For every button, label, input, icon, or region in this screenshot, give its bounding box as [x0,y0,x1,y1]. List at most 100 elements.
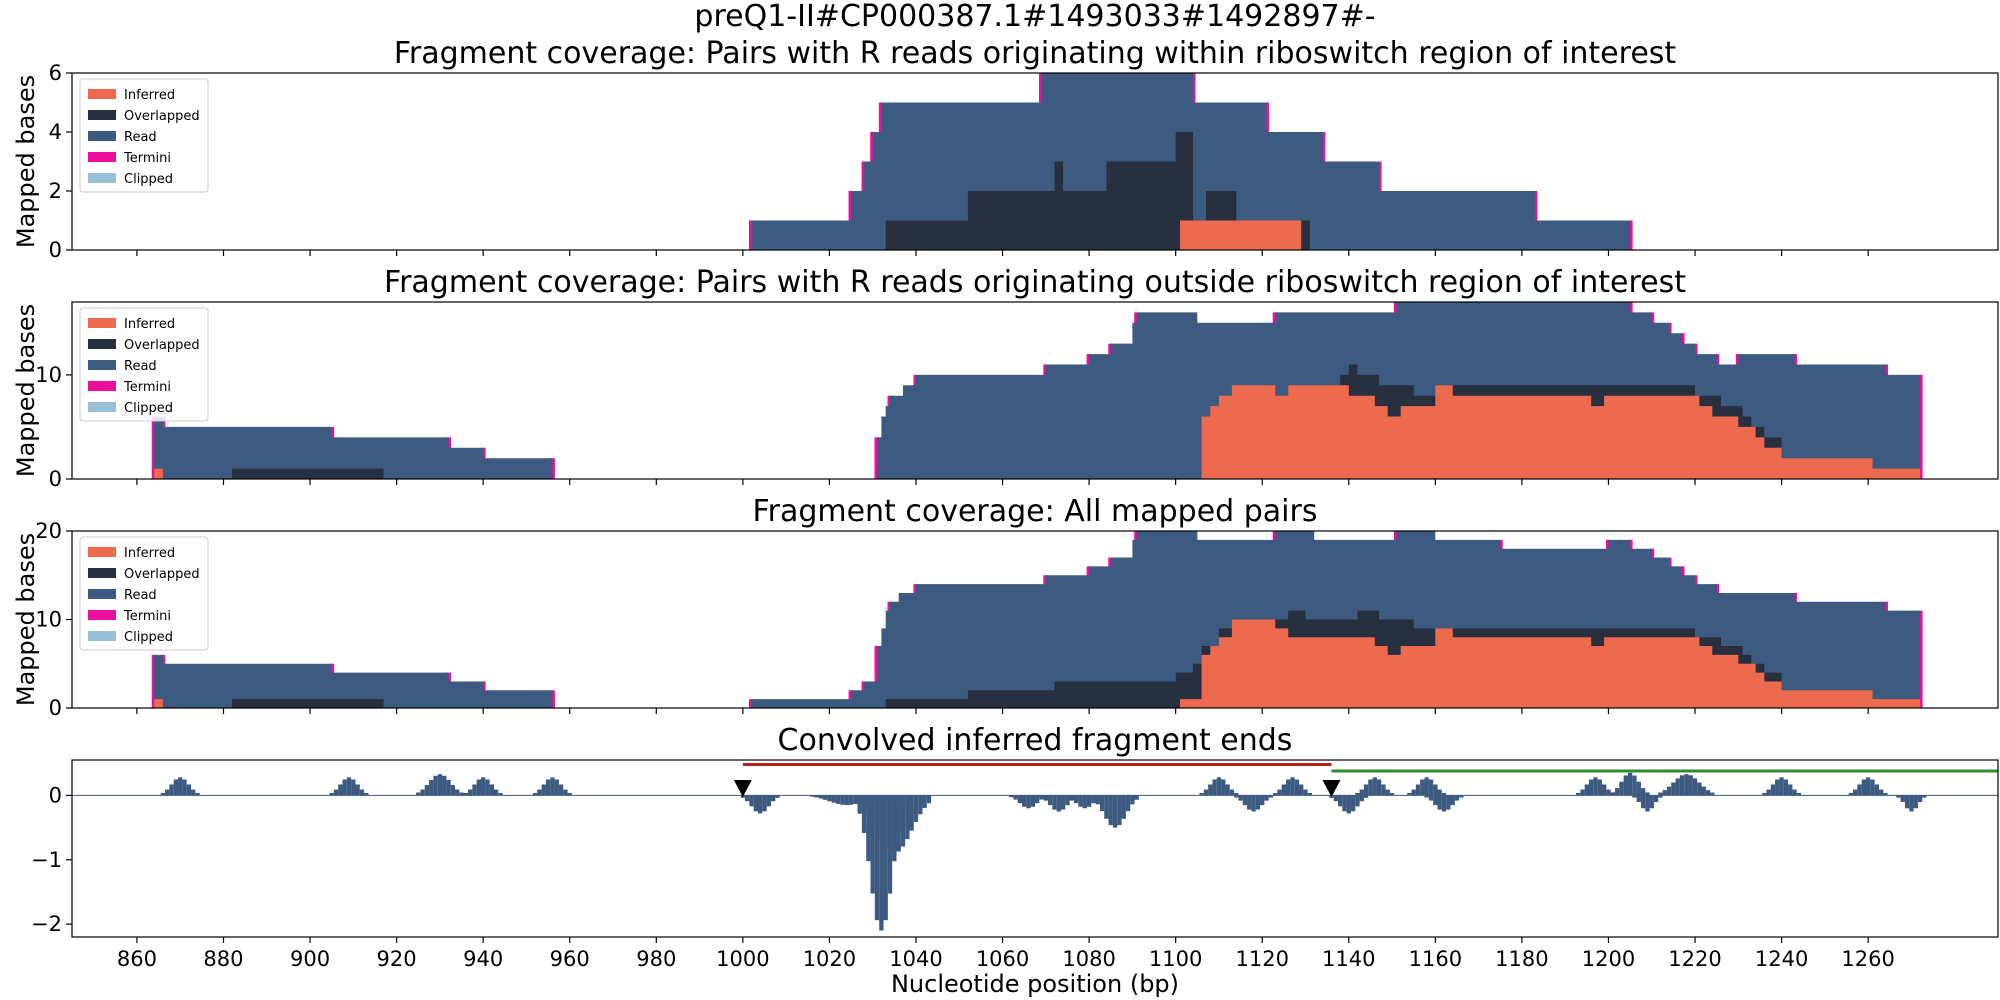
convolved-bar [1273,792,1278,796]
boundary-marker-2 [1322,779,1341,797]
convolved-bar [1381,784,1386,796]
convolved-bar [905,795,910,840]
convolved-bar [1870,779,1875,796]
convolved-bar [1026,795,1031,809]
convolved-bar [1775,779,1780,796]
convolved-bar [853,795,858,804]
convolved-bar [1251,795,1256,812]
x-axis-label: Nucleotide position (bp) [891,970,1179,998]
convolved-bar [1632,775,1637,796]
convolved-bar [775,795,780,798]
legend-swatch-inferred [88,89,116,99]
plot-area [151,531,1923,708]
y-tick-label: 0 [49,467,62,491]
convolved-bar [1346,795,1351,814]
convolved-bar [1242,795,1248,806]
convolved-bar [1104,795,1109,819]
x-tick-label: 900 [290,947,330,971]
legend-swatch-clipped [88,631,116,641]
legend-swatch-clipped [88,173,116,183]
convolved-bar [1260,795,1265,806]
y-tick-label: 0 [49,238,62,262]
convolved-bar [545,779,551,796]
x-tick-label: 1120 [1235,947,1288,971]
legend: Inferred Overlapped Read Termini Clipped [79,78,209,193]
convolved-bar [874,795,880,798]
convolved-bar [1627,772,1633,796]
convolved-bar [1035,795,1040,804]
convolved-bar [1697,782,1702,796]
convolved-bar [1428,795,1434,801]
convolved-bar [1234,792,1239,796]
convolved-bar [866,795,871,815]
termini-mark [549,690,555,708]
convolved-bar [1359,789,1364,796]
convolved-bar [1199,792,1204,796]
convolved-bar [840,795,845,805]
convolved-bar [424,785,430,796]
convolved-bar [493,789,499,796]
chart-panel-3: Fragment coverage: All mapped pairs Infer… [12,494,1999,720]
convolved-bar [1359,795,1364,802]
convolved-bar [1653,795,1659,803]
y-tick-label: 0 [49,696,62,720]
convolved-bar [1792,789,1797,796]
legend: Inferred Overlapped Read Termini Clipped [79,536,209,651]
convolved-bar [1203,789,1209,796]
legend-label-inferred: Inferred [124,317,175,332]
convolved-bar [550,777,555,796]
convolved-bar [532,792,538,796]
convolved-bar [1355,795,1360,807]
convolved-bar [333,789,339,796]
panel-title: Fragment coverage: All mapped pairs [753,494,1318,529]
legend-swatch-overlapped [88,568,116,578]
convolved-bar [1762,792,1767,796]
axes-frame [71,759,1999,938]
convolved-bar [433,775,438,796]
legend-label-termini: Termini [123,609,171,624]
convolved-bar [1446,795,1451,810]
x-axis: 860 880 900 920 940 960 980 1000 1020 1040 1060 108… [117,947,1895,971]
convolved-bar [866,795,871,800]
convolved-bar [887,795,893,852]
legend-label-overlapped: Overlapped [124,567,200,582]
termini-mark [549,458,555,479]
convolved-bar [1112,795,1118,828]
convolved-bar [827,795,832,802]
convolved-bar [1433,784,1438,796]
convolved-bar [814,795,819,798]
convolved-bar [745,795,750,802]
convolved-bar [1874,784,1879,796]
convolved-bar [1337,795,1343,807]
convolved-bar [1883,792,1888,796]
plot-area [151,302,1923,479]
convolved-bar [468,789,473,796]
convolved-bar [922,795,927,808]
convolved-bar [364,792,369,796]
convolved-bar [195,792,200,796]
convolved-bar [1424,795,1429,798]
legend-swatch-read [88,131,116,141]
convolved-bar [541,784,546,796]
legend-label-overlapped: Overlapped [124,338,200,353]
convolved-bar [1082,795,1087,809]
convolved-bar [900,795,906,847]
legend-box [79,307,209,422]
y-tick-label: −1 [31,848,62,872]
convolved-bar [191,789,196,796]
convolved-bar [1701,786,1706,796]
convolved-bar [463,792,469,796]
convolved-bar [1853,789,1858,796]
convolved-bar [896,795,901,852]
convolved-bar [1636,781,1641,796]
y-axis-label: Mapped bases [12,304,40,477]
convolved-bar [1225,784,1230,796]
convolved-bar [485,779,490,796]
convolved-bar [1450,795,1455,806]
convolved-bar [1125,795,1131,812]
convolved-bar [822,795,828,800]
convolved-bar [178,777,183,796]
legend-label-read: Read [124,588,157,603]
convolved-bar [1017,795,1023,804]
convolved-bar [455,789,460,796]
